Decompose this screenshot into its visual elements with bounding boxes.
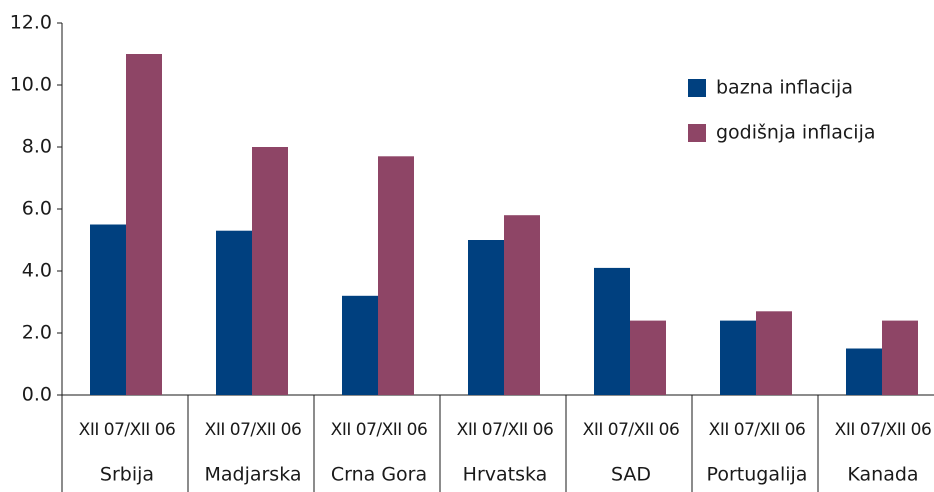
legend-swatch	[688, 79, 706, 97]
x-sub-label: XII 07/XII 06	[79, 420, 176, 440]
y-tick-label: 4.0	[22, 260, 52, 282]
legend-swatch	[688, 124, 706, 142]
bar	[504, 215, 540, 395]
x-tick-label: SAD	[611, 464, 651, 486]
y-tick-label: 0.0	[22, 384, 52, 406]
bar	[846, 348, 882, 395]
y-tick-label: 10.0	[10, 74, 52, 96]
x-sub-label: XII 07/XII 06	[331, 420, 428, 440]
x-tick-label: Madjarska	[204, 464, 301, 486]
y-tick-label: 2.0	[22, 322, 52, 344]
bar	[342, 295, 378, 395]
bar	[90, 224, 126, 395]
bar	[882, 320, 918, 395]
bar	[630, 320, 666, 395]
y-tick-label: 6.0	[22, 198, 52, 220]
bar	[720, 320, 756, 395]
x-sub-label: XII 07/XII 06	[835, 420, 932, 440]
bar	[468, 240, 504, 395]
x-tick-label: Crna Gora	[331, 464, 427, 486]
legend-label: godišnja inflacija	[716, 122, 876, 144]
bar	[378, 156, 414, 395]
bar	[756, 311, 792, 395]
y-tick-label: 12.0	[10, 12, 52, 34]
x-tick-label: Portugalija	[707, 464, 808, 486]
bar	[216, 230, 252, 395]
x-sub-label: XII 07/XII 06	[709, 420, 806, 440]
bar	[126, 54, 162, 395]
bar	[252, 147, 288, 395]
x-sub-label: XII 07/XII 06	[205, 420, 302, 440]
y-tick-label: 8.0	[22, 136, 52, 158]
x-tick-label: Srbija	[100, 464, 154, 486]
legend-label: bazna inflacija	[716, 77, 853, 99]
bar	[594, 267, 630, 395]
x-sub-label: XII 07/XII 06	[583, 420, 680, 440]
x-tick-label: Hrvatska	[463, 464, 548, 486]
x-tick-label: Kanada	[847, 464, 918, 486]
x-sub-label: XII 07/XII 06	[457, 420, 554, 440]
